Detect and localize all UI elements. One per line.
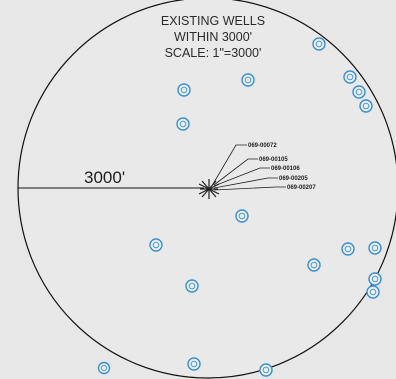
well-circle-icon[interactable] (241, 73, 255, 87)
well-circle-icon[interactable] (341, 242, 355, 256)
callout-label: 069-00072 (248, 143, 277, 149)
callout-leaders (212, 144, 286, 191)
well-circle-icon[interactable] (343, 70, 357, 84)
callout-label: 069-00207 (287, 185, 316, 191)
wells-layer (97, 37, 382, 377)
radius-label: 3000' (84, 168, 125, 187)
well-circle-icon[interactable] (187, 357, 201, 371)
map-title-line-3: SCALE: 1"=3000' (165, 46, 262, 60)
well-circle-icon[interactable] (368, 272, 382, 286)
well-circle-icon[interactable] (97, 361, 111, 375)
well-circle-icon[interactable] (307, 258, 321, 272)
well-circle-icon[interactable] (177, 83, 191, 97)
callout-label: 069-00205 (279, 176, 308, 182)
callout-label: 069-00106 (271, 166, 300, 172)
well-circle-icon[interactable] (368, 241, 382, 255)
well-circle-icon[interactable] (352, 85, 366, 99)
well-circle-icon[interactable] (235, 209, 249, 223)
well-circle-icon[interactable] (359, 99, 373, 113)
well-circle-icon[interactable] (366, 285, 380, 299)
map-title-line-2: WITHIN 3000' (174, 30, 252, 44)
well-circle-icon[interactable] (176, 117, 190, 131)
well-circle-icon[interactable] (259, 363, 273, 377)
map-title-line-1: EXISTING WELLS (161, 14, 265, 28)
well-circle-icon[interactable] (185, 279, 199, 293)
well-circle-icon[interactable] (312, 37, 326, 51)
callout-label: 069-00105 (259, 157, 288, 163)
well-circle-icon[interactable] (149, 238, 163, 252)
